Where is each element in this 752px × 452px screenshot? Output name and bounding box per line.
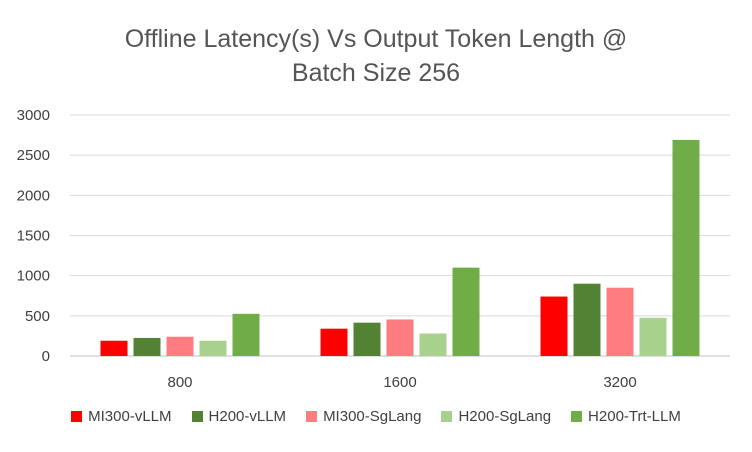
bar [540, 296, 568, 356]
y-tick-label: 0 [42, 348, 50, 365]
x-tick-label: 3200 [603, 374, 636, 391]
legend-item: H200-Trt-LLM [571, 408, 681, 425]
y-tick-label: 3000 [17, 107, 50, 124]
bar [419, 333, 447, 356]
bar [133, 337, 161, 356]
bar [573, 283, 601, 356]
legend-swatch [191, 411, 203, 422]
bar [199, 340, 227, 356]
legend-item: MI300-vLLM [71, 408, 172, 425]
bar [166, 336, 194, 356]
y-tick-label: 1000 [17, 268, 50, 285]
bar [386, 319, 414, 356]
bar [232, 313, 260, 356]
chart-title-line-1: Offline Latency(s) Vs Output Token Lengt… [124, 25, 628, 53]
bar [320, 328, 348, 356]
legend-item: H200-SgLang [441, 408, 551, 425]
y-tick-label: 2500 [17, 147, 50, 164]
legend-item: H200-vLLM [191, 408, 287, 425]
y-tick-label: 1500 [17, 228, 50, 245]
bar [100, 340, 128, 356]
bar [639, 317, 667, 356]
legend-item: MI300-SgLang [306, 408, 421, 425]
bar [353, 322, 381, 356]
legend-label: H200-Trt-LLM [588, 408, 681, 425]
bar [606, 287, 634, 356]
y-tick-label: 500 [25, 308, 50, 325]
bar [452, 267, 480, 356]
legend-label: H200-vLLM [208, 408, 287, 425]
legend-label: MI300-vLLM [88, 408, 172, 425]
x-tick-label: 800 [167, 374, 192, 391]
legend-swatch [441, 411, 453, 422]
legend-label: H200-SgLang [458, 408, 552, 425]
bar [672, 139, 700, 356]
y-tick-label: 2000 [17, 187, 50, 204]
x-tick-label: 1600 [383, 374, 416, 391]
legend-label: MI300-SgLang [323, 408, 422, 425]
legend-swatch [71, 411, 83, 422]
bar-chart: 0 500 1000 1500 2000 2500 3000 800 1600 3200 [17, 107, 730, 391]
legend-swatch [571, 411, 583, 422]
legend: MI300-vLLM H200-vLLM MI300-SgLang H200-SgLa… [0, 408, 752, 425]
chart-title: Offline Latency(s) Vs Output Token Lengt… [0, 22, 752, 90]
chart-title-line-2: Batch Size 256 [291, 59, 461, 87]
legend-swatch [306, 411, 318, 422]
